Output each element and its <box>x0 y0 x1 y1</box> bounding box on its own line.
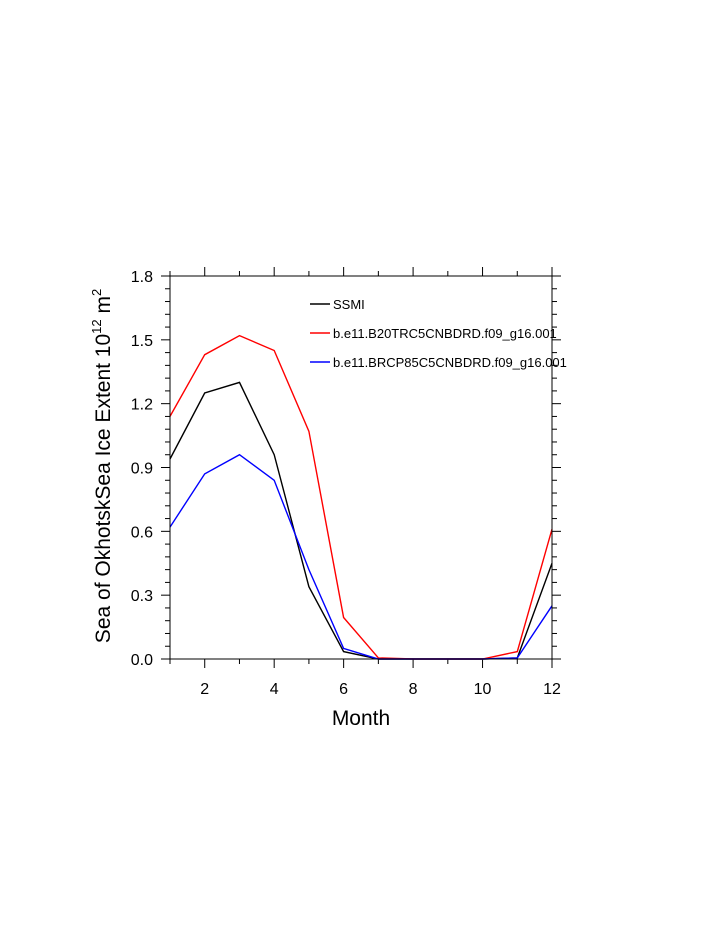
y-axis-label-exponent: 12 <box>89 319 104 333</box>
legend-label: SSMI <box>333 297 365 312</box>
tick-marks <box>161 267 561 668</box>
plot-frame <box>169 275 553 660</box>
y-tick-label: 0.9 <box>131 461 153 478</box>
x-tick-labels: 2 4 6 8 10 12 <box>200 681 561 698</box>
series-lines <box>169 334 553 660</box>
legend: SSMI b.e11.B20TRC5CNBDRD.f09_g16.001 b.e11… <box>310 297 567 370</box>
y-tick-labels: 0.0 0.3 0.6 0.9 1.2 1.5 1.8 <box>131 269 153 669</box>
x-axis-label: Month <box>332 707 390 730</box>
x-tick-label: 2 <box>200 681 209 698</box>
series-line-2 <box>169 334 553 660</box>
legend-label: b.e11.B20TRC5CNBDRD.f09_g16.001 <box>333 326 557 341</box>
y-tick-label: 1.5 <box>131 333 153 350</box>
series-line-3 <box>169 453 553 660</box>
x-tick-label: 12 <box>543 681 561 698</box>
y-tick-label: 0.3 <box>131 588 153 605</box>
y-axis-label-main: Sea of OkhotskSea Ice Extent 10 <box>92 334 115 643</box>
y-tick-label: 0.0 <box>131 652 153 669</box>
x-tick-label: 4 <box>270 681 279 698</box>
x-tick-label: 6 <box>339 681 348 698</box>
y-tick-label: 1.8 <box>131 269 153 286</box>
y-tick-label: 0.6 <box>131 524 153 541</box>
y-axis-label: Sea of OkhotskSea Ice Extent 1012 m2 <box>89 289 115 643</box>
x-tick-label: 10 <box>474 681 492 698</box>
legend-label: b.e11.BRCP85C5CNBDRD.f09_g16.001 <box>333 355 567 370</box>
y-axis-label-unit: m <box>92 296 115 319</box>
y-axis-label-unit-exponent: 2 <box>89 289 104 296</box>
x-tick-label: 8 <box>409 681 418 698</box>
series-line-1 <box>169 381 553 660</box>
y-tick-label: 1.2 <box>131 397 153 414</box>
